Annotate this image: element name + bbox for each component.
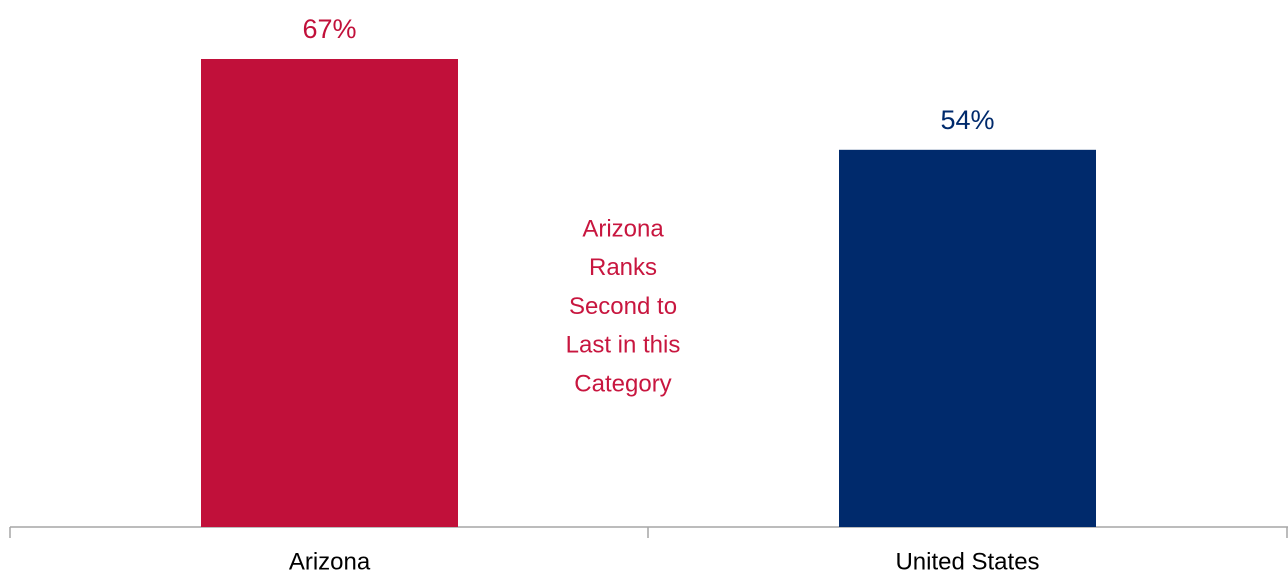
annotation-line: Second to xyxy=(569,293,677,320)
value-label: 54% xyxy=(940,105,994,135)
x-tick-label: Arizona xyxy=(289,548,371,575)
category-axis xyxy=(9,526,1288,538)
bar xyxy=(839,149,1096,527)
annotation-line: Last in this xyxy=(566,332,681,359)
x-tick-label: United States xyxy=(895,548,1039,575)
annotation-line: Category xyxy=(574,371,671,398)
bar xyxy=(201,59,458,527)
annotation-line: Ranks xyxy=(589,254,657,281)
value-label: 67% xyxy=(302,14,356,44)
annotation-line: Arizona xyxy=(582,215,664,242)
